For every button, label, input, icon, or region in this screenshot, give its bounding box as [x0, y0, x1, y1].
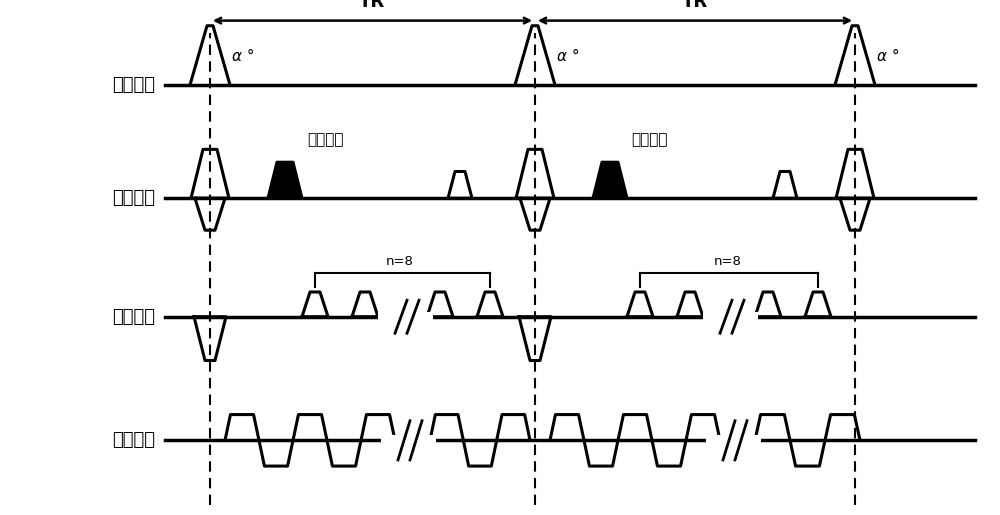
Text: 频率编码: 频率编码	[112, 432, 155, 449]
Text: n=8: n=8	[386, 255, 414, 268]
Text: 层选梯度: 层选梯度	[112, 190, 155, 207]
Text: n=8: n=8	[714, 255, 742, 268]
Polygon shape	[268, 162, 302, 198]
Text: α °: α °	[232, 49, 254, 64]
Polygon shape	[593, 162, 627, 198]
Text: 血流补偿: 血流补偿	[632, 132, 668, 147]
Text: α °: α °	[877, 49, 900, 64]
Text: 射频脉冲: 射频脉冲	[112, 76, 155, 94]
Text: 相位编码: 相位编码	[112, 308, 155, 325]
Text: α °: α °	[557, 49, 580, 64]
Text: TR: TR	[359, 0, 385, 11]
Text: TR: TR	[682, 0, 708, 11]
Text: 血流补偿: 血流补偿	[307, 132, 343, 147]
